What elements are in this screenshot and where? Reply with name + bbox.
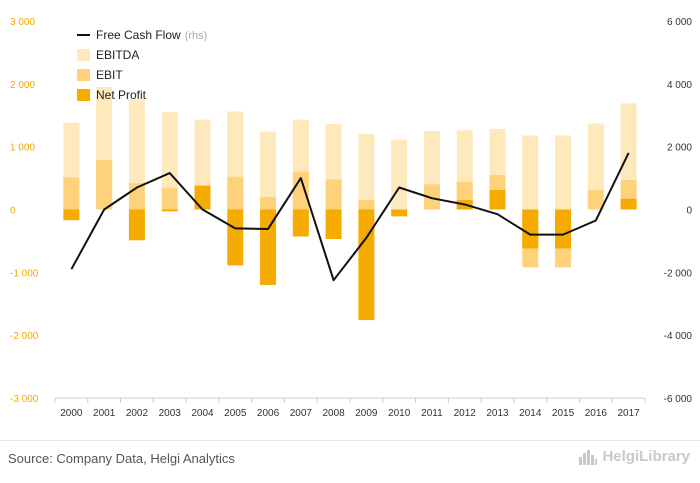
brand-logo: HelgiLibrary	[578, 448, 690, 465]
bar-net-profit	[63, 209, 80, 221]
x-tick-label: 2006	[257, 408, 280, 419]
x-tick-label: 2015	[552, 408, 575, 419]
bar-city-logo-icon	[579, 449, 598, 465]
y-left-tick-label: -3 000	[10, 394, 39, 405]
y-right-tick-label: 4 000	[667, 80, 692, 91]
y-left-tick-label: 2 000	[10, 80, 35, 91]
y-right-tick-label: -4 000	[664, 331, 693, 342]
y-left-tick-label: -2 000	[10, 331, 39, 342]
bar-ebit	[358, 200, 375, 210]
bar-net-profit	[227, 209, 244, 266]
bar-ebitda	[522, 135, 539, 210]
x-tick-label: 2007	[290, 408, 313, 419]
bar-ebit	[292, 171, 309, 210]
bar-ebitda	[128, 99, 145, 210]
bar-ebit	[325, 179, 342, 210]
x-tick-label: 2016	[585, 408, 608, 419]
x-tick-label: 2004	[191, 408, 214, 419]
x-tick-label: 2008	[322, 408, 345, 419]
bar-net-profit	[489, 190, 506, 210]
y-right-tick-label: 2 000	[667, 143, 692, 154]
bar-net-profit	[358, 209, 375, 321]
bar-net-profit	[292, 209, 309, 237]
legend-label-ebitda: EBITDA	[96, 48, 139, 62]
line-free-cash-flow	[70, 152, 630, 282]
x-tick-label: 2011	[421, 408, 443, 419]
brand-name: HelgiLibrary	[602, 448, 690, 465]
bar-ebitda	[391, 139, 408, 210]
bar-net-profit	[522, 209, 539, 249]
bar-net-profit	[391, 209, 408, 217]
y-right-tick-label: 0	[686, 206, 692, 217]
y-left-tick-label: 1 000	[10, 143, 35, 154]
bar-ebit	[161, 188, 178, 210]
y-right-tick-label: -2 000	[664, 268, 693, 279]
y-left-tick-label: -1 000	[10, 268, 39, 279]
y-right-tick-label: -6 000	[664, 394, 693, 405]
x-tick-label: 2003	[159, 408, 182, 419]
bar-ebitda	[587, 123, 604, 210]
x-tick-label: 2014	[519, 408, 542, 419]
y-left-tick-label: 0	[10, 206, 16, 217]
x-tick-label: 2005	[224, 408, 247, 419]
bar-ebit	[587, 190, 604, 210]
x-tick-label: 2012	[454, 408, 477, 419]
legend-label-net-profit: Net Profit	[96, 88, 147, 102]
x-tick-label: 2001	[93, 408, 116, 419]
bar-net-profit	[325, 209, 342, 240]
bar-ebit	[63, 177, 80, 210]
y-right-tick-label: 6 000	[667, 17, 692, 28]
x-tick-label: 2010	[388, 408, 411, 419]
bar-ebit	[227, 176, 244, 210]
legend-label-ebit: EBIT	[96, 68, 123, 82]
bar-ebitda	[358, 134, 375, 210]
y-left-tick-label: 3 000	[10, 17, 35, 28]
x-tick-label: 2013	[486, 408, 509, 419]
bar-net-profit	[194, 185, 211, 210]
x-tick-label: 2009	[355, 408, 378, 419]
source-note: Source: Company Data, Helgi Analytics	[8, 451, 235, 466]
footer-divider	[0, 440, 700, 441]
bar-ebit	[96, 159, 113, 210]
bar-net-profit	[161, 209, 178, 212]
chart-svg: -3 000 -2 000 -1 000 0 1 000 2 000 3 000 -6 000…	[10, 17, 693, 419]
bar-ebit	[423, 184, 440, 210]
legend-note-free-cash-flow: (rhs)	[185, 30, 208, 42]
bar-net-profit	[620, 198, 637, 210]
legend-label-free-cash-flow: Free Cash Flow	[96, 28, 181, 42]
bar-net-profit	[555, 209, 572, 249]
x-tick-label: 2017	[617, 408, 640, 419]
bar-ebitda	[555, 135, 572, 210]
legend-swatch-net-profit	[77, 89, 90, 101]
legend-swatch-ebitda	[77, 49, 90, 61]
legend-swatch-ebit	[77, 69, 90, 81]
bar-ebitda	[161, 112, 178, 210]
bar-net-profit	[128, 209, 145, 241]
bar-ebitda	[260, 131, 277, 210]
x-tick-label: 2000	[60, 408, 83, 419]
x-tick-label: 2002	[126, 408, 149, 419]
bar-ebit	[260, 196, 277, 210]
